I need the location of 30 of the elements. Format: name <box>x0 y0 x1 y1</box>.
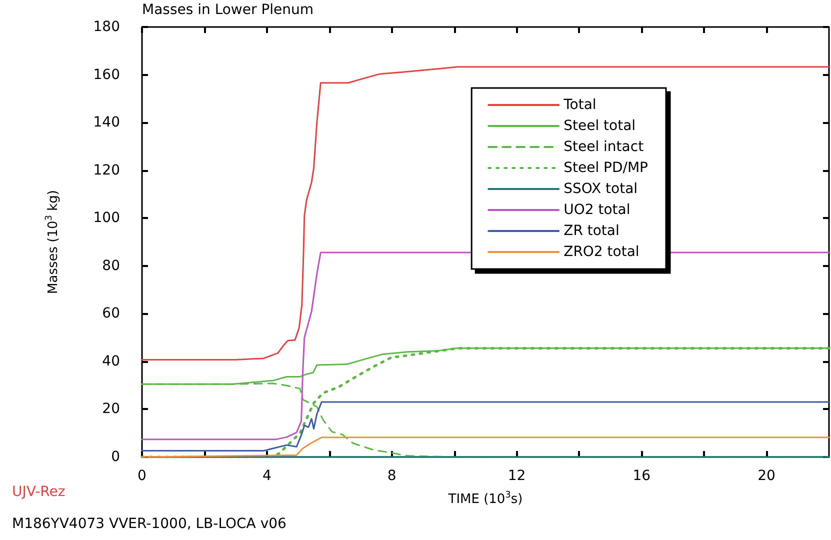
y-tick-label: 180 <box>93 19 120 35</box>
legend-label: Steel PD/MP <box>564 160 648 176</box>
legend-label: SSOX total <box>564 181 638 197</box>
y-tick-label: 120 <box>93 162 120 178</box>
x-tick-label: 20 <box>758 468 776 484</box>
line-series <box>141 66 830 361</box>
y-tick-label: 40 <box>102 353 120 370</box>
y-tick-label: 0 <box>111 449 120 465</box>
y-tick-label: 140 <box>93 114 120 131</box>
legend-label: Steel total <box>564 118 636 134</box>
y-tick-label: 160 <box>93 66 120 83</box>
text: M186YV4073 VVER-1000, LB-LOCA v06 <box>12 516 287 532</box>
line-series <box>141 401 830 452</box>
legend-label: ZRO2 total <box>564 244 640 260</box>
text: UJV-Rez <box>12 484 66 500</box>
y-tick-label: 60 <box>102 306 120 322</box>
x-tick-label: 4 <box>262 468 272 484</box>
legend-label: ZR total <box>564 223 620 239</box>
y-axis-title: Masses (103 kg) <box>44 190 61 294</box>
x-tick-label: 8 <box>387 468 396 484</box>
legend-label: UO2 total <box>564 202 630 218</box>
y-tick-label: 80 <box>102 258 120 274</box>
y-tick-label: 100 <box>93 210 120 226</box>
legend-label: Steel intact <box>564 139 644 155</box>
chart-title: Masses in Lower Plenum <box>142 2 314 18</box>
x-tick-label: 0 <box>138 468 146 484</box>
x-tick-label: 16 <box>632 468 651 484</box>
y-tick-label: 20 <box>102 401 120 418</box>
legend-label: Total <box>562 97 596 113</box>
x-tick-label: 12 <box>508 468 526 484</box>
